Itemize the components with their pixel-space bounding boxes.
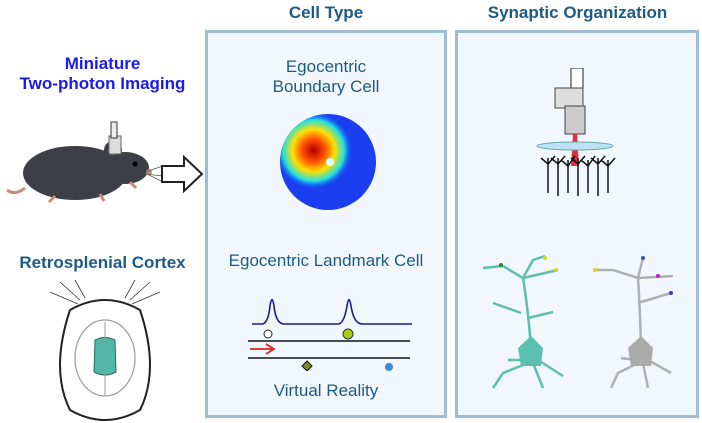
elc-label: Egocentric Landmark Cell xyxy=(228,251,424,270)
synaptic-organization-panel xyxy=(455,30,699,418)
gray-neuron-illustration xyxy=(593,256,674,389)
activity-trace xyxy=(252,298,412,325)
landmark-green xyxy=(342,328,354,340)
imaging-title: Miniature Two-photon Imaging xyxy=(0,54,205,94)
header-synaptic-organization: Synaptic Organization xyxy=(487,3,668,22)
landmark-blue xyxy=(385,363,393,371)
right-arrow-icon xyxy=(161,154,204,194)
ebc-label-line1: Egocentric xyxy=(285,57,367,76)
header-cell-type: Cell Type xyxy=(288,3,364,22)
direction-arrow-icon xyxy=(250,343,276,355)
mouse-brain-top-view-illustration xyxy=(49,280,161,421)
imaging-title-line2: Two-photon Imaging xyxy=(19,74,186,93)
landmark-white xyxy=(263,329,273,339)
teal-neuron-illustration xyxy=(482,254,564,389)
vr-label: Virtual Reality xyxy=(273,381,379,400)
imaging-title-line1: Miniature xyxy=(64,54,141,73)
vr-track-diagram xyxy=(248,298,412,371)
microscope-over-neurons-illustration xyxy=(536,68,616,196)
ebc-ratemap xyxy=(280,114,376,210)
landmark-diamond xyxy=(301,360,313,371)
ebc-label: Egocentric Boundary Cell xyxy=(208,57,444,97)
mouse-with-microscope-illustration xyxy=(6,121,164,203)
region-title: Retrosplenial Cortex xyxy=(19,253,186,272)
cell-type-panel: Egocentric Boundary Cell Egocentric Land… xyxy=(205,30,447,418)
ebc-label-line2: Boundary Cell xyxy=(272,77,380,96)
